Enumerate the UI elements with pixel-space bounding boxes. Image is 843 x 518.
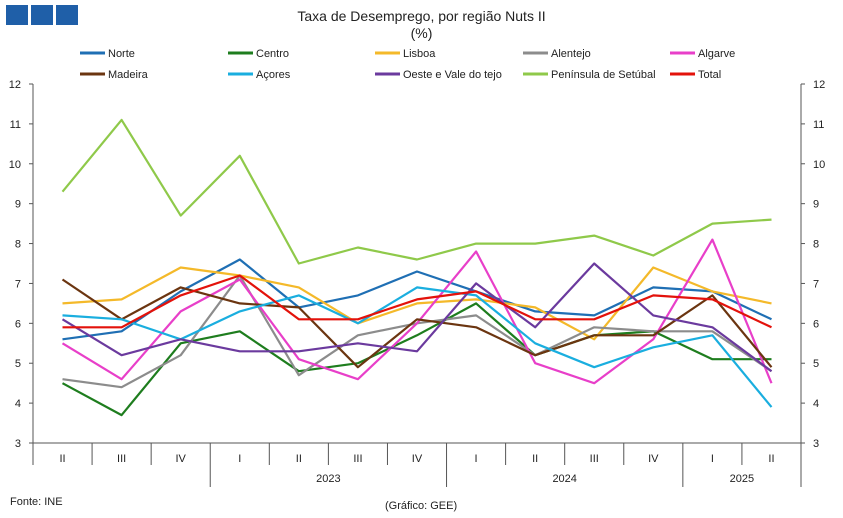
y-tick-label-right: 6 bbox=[813, 318, 819, 330]
x-tick-label: II bbox=[59, 453, 65, 465]
y-tick-label-right: 3 bbox=[813, 438, 819, 450]
year-label: 2025 bbox=[730, 473, 754, 485]
series-line bbox=[62, 266, 772, 341]
y-tick-label-left: 11 bbox=[10, 119, 21, 131]
y-tick-label-left: 8 bbox=[15, 239, 21, 251]
x-tick-label: III bbox=[590, 453, 599, 465]
logo-block-1 bbox=[6, 5, 28, 25]
year-label: 2023 bbox=[316, 473, 340, 485]
y-tick-label-left: 9 bbox=[15, 199, 21, 211]
source-label: Fonte: INE bbox=[10, 496, 63, 508]
x-tick-label: II bbox=[532, 453, 538, 465]
y-tick-label-left: 3 bbox=[15, 438, 21, 450]
y-tick-label-right: 8 bbox=[813, 239, 819, 251]
credit-label: (Gráfico: GEE) bbox=[385, 500, 458, 512]
legend-label: Açores bbox=[256, 69, 291, 81]
chart-subtitle: (%) bbox=[410, 25, 433, 41]
legend-label: Península de Setúbal bbox=[551, 69, 656, 81]
y-tick-label-left: 12 bbox=[9, 79, 21, 91]
x-tick-label: I bbox=[475, 453, 478, 465]
y-tick-label-right: 10 bbox=[813, 159, 825, 171]
y-tick-label-right: 12 bbox=[813, 79, 825, 91]
x-tick-label: IV bbox=[175, 453, 186, 465]
x-tick-label: II bbox=[296, 453, 302, 465]
legend-label: Lisboa bbox=[403, 48, 436, 60]
series-line bbox=[61, 238, 773, 385]
series-line bbox=[62, 274, 772, 329]
year-label: 2024 bbox=[552, 473, 576, 485]
y-tick-label-right: 9 bbox=[813, 199, 819, 211]
gee-logo bbox=[6, 5, 78, 25]
y-tick-label-right: 4 bbox=[813, 398, 819, 410]
series-line bbox=[62, 258, 772, 341]
legend-label: Oeste e Vale do tejo bbox=[403, 69, 502, 81]
legend-label: Madeira bbox=[108, 69, 149, 81]
y-tick-label-left: 7 bbox=[15, 278, 21, 290]
series-line bbox=[61, 118, 772, 265]
legend-label: Total bbox=[698, 69, 721, 81]
x-tick-label: III bbox=[117, 453, 126, 465]
x-tick-label: I bbox=[711, 453, 714, 465]
x-tick-label: III bbox=[353, 453, 362, 465]
series-line bbox=[61, 278, 773, 369]
legend-label: Norte bbox=[108, 48, 135, 60]
y-tick-label-left: 10 bbox=[9, 159, 21, 171]
chart-title: Taxa de Desemprego, por região Nuts II bbox=[297, 8, 546, 24]
series-line bbox=[62, 274, 773, 389]
y-tick-label-right: 11 bbox=[813, 119, 824, 131]
logo-block-2 bbox=[31, 5, 53, 25]
y-tick-label-left: 4 bbox=[15, 398, 21, 410]
y-tick-label-left: 6 bbox=[15, 318, 21, 330]
legend-label: Centro bbox=[256, 48, 289, 60]
series-line bbox=[62, 286, 773, 408]
logo-block-3 bbox=[56, 5, 78, 25]
y-tick-label-right: 5 bbox=[813, 358, 819, 370]
series-line bbox=[61, 262, 773, 373]
x-tick-label: IV bbox=[648, 453, 659, 465]
legend-label: Algarve bbox=[698, 48, 735, 60]
y-tick-label-left: 5 bbox=[15, 358, 21, 370]
x-tick-label: II bbox=[768, 453, 774, 465]
x-tick-label: I bbox=[238, 453, 241, 465]
x-tick-label: IV bbox=[412, 453, 423, 465]
legend-label: Alentejo bbox=[551, 48, 591, 60]
y-tick-label-right: 7 bbox=[813, 278, 819, 290]
